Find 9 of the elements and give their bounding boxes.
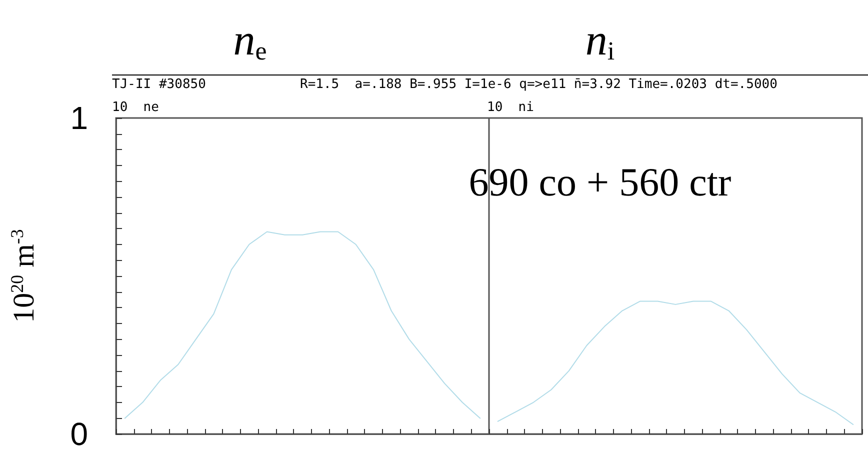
text: 10 ne: [112, 100, 160, 115]
y-tick-label: 1: [70, 100, 88, 136]
y-tick-label: 0: [70, 416, 88, 452]
text: TJ-II #30850: [112, 77, 206, 92]
text: 10 ni: [487, 100, 534, 115]
line-series: [497, 300, 854, 426]
text: R=1.5 a=.188 B=.955 I=1e-6 q=>e11 n̄=3.92 Time=.0203 dt=.5000: [300, 77, 778, 92]
line-series: [124, 231, 481, 419]
y-axis-title: 1020 m-3: [7, 229, 40, 323]
